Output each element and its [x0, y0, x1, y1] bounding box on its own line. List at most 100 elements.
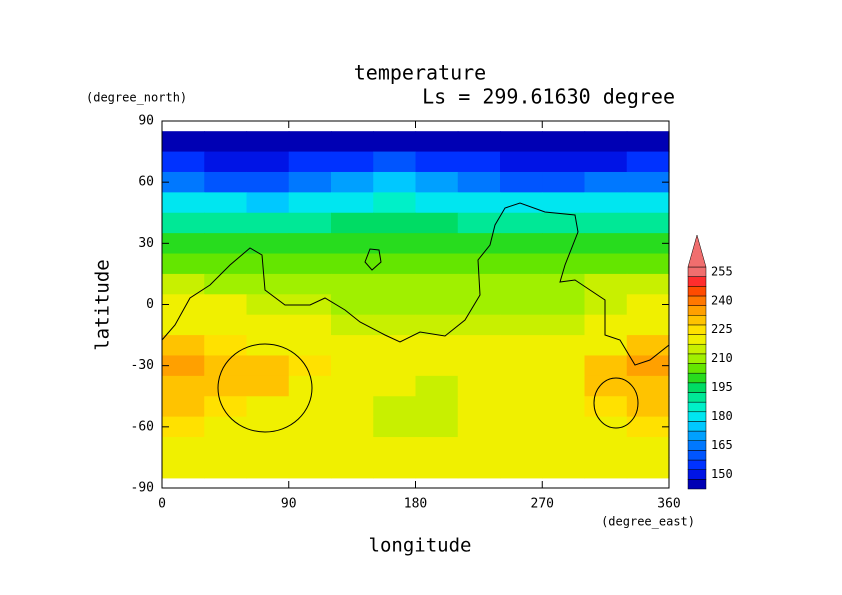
colorbar-extension	[687, 234, 707, 268]
colorbar-tick-label: 255	[711, 264, 733, 278]
cell	[626, 233, 670, 255]
cell	[246, 212, 290, 234]
y-axis-label: latitude	[92, 259, 114, 351]
cell	[500, 253, 543, 275]
y-tick-label: -90	[131, 481, 154, 496]
y-tick-label: -60	[131, 419, 154, 434]
chart-title: temperature	[354, 61, 486, 85]
colorbar-box	[687, 401, 707, 413]
y-tick-label: 0	[146, 297, 154, 312]
cell	[500, 151, 543, 173]
cell	[500, 294, 543, 316]
cell	[331, 192, 374, 214]
cell	[162, 416, 205, 438]
cell	[204, 294, 248, 316]
colorbar-box	[687, 353, 707, 364]
cell	[457, 375, 501, 397]
cell	[415, 355, 459, 377]
crater	[593, 377, 639, 429]
cell	[415, 171, 459, 193]
cell	[500, 212, 543, 234]
cell	[584, 457, 628, 479]
cell	[542, 273, 586, 295]
cell	[246, 375, 290, 397]
cell	[500, 171, 543, 193]
cell	[288, 314, 332, 336]
cell	[626, 335, 670, 357]
colorbar-box	[687, 430, 707, 441]
cell	[288, 375, 332, 397]
cell	[331, 314, 374, 336]
topography-contour	[161, 202, 670, 433]
cell	[626, 437, 670, 459]
colorbar-box	[687, 363, 707, 374]
cell	[584, 131, 628, 153]
cell	[415, 212, 459, 234]
cell	[246, 171, 290, 193]
colorbar-box	[687, 286, 707, 297]
cell	[162, 396, 205, 418]
cell	[331, 233, 374, 255]
cell	[331, 294, 374, 316]
colorbar-box	[687, 343, 707, 355]
cell	[584, 253, 628, 275]
cell	[584, 233, 628, 255]
cell	[457, 131, 501, 153]
cell	[162, 233, 205, 255]
cell	[584, 273, 628, 295]
cell	[457, 253, 501, 275]
cell	[626, 253, 670, 275]
cell	[373, 457, 417, 479]
cell	[373, 355, 417, 377]
cell	[204, 131, 248, 153]
cell	[584, 171, 628, 193]
cell	[584, 396, 628, 418]
cell	[500, 335, 543, 357]
cell	[162, 171, 205, 193]
cell	[246, 457, 290, 479]
cell	[204, 396, 248, 418]
cell	[500, 355, 543, 377]
cell	[204, 212, 248, 234]
colorbar-box	[687, 295, 707, 306]
cell	[500, 233, 543, 255]
cell	[457, 314, 501, 336]
cell	[162, 355, 205, 377]
cell	[626, 375, 670, 397]
cell	[500, 396, 543, 418]
cell	[288, 355, 332, 377]
x-tick-label: 90	[281, 497, 297, 512]
cell	[331, 253, 374, 275]
cell	[288, 233, 332, 255]
cell	[542, 437, 586, 459]
cell	[331, 171, 374, 193]
cell	[246, 335, 290, 357]
cell	[415, 375, 459, 397]
colorbar-tick-label: 195	[711, 380, 733, 394]
cell	[204, 273, 248, 295]
axes: 0 90 180 270 360 90 60 30 0 -30 -60 -90	[131, 114, 681, 512]
cell	[162, 437, 205, 459]
cell	[162, 212, 205, 234]
cell	[288, 253, 332, 275]
cell	[626, 457, 670, 479]
cell	[500, 314, 543, 336]
cell	[415, 437, 459, 459]
cell	[542, 375, 586, 397]
x-tick-label: 270	[531, 497, 554, 512]
cell	[500, 416, 543, 438]
cell	[373, 212, 417, 234]
colorbar-tick-label: 165	[711, 438, 733, 452]
cell	[162, 131, 205, 153]
x-tick-label: 360	[657, 497, 680, 512]
cell	[162, 457, 205, 479]
cell	[457, 335, 501, 357]
cell	[415, 294, 459, 316]
cell	[542, 355, 586, 377]
cell	[331, 355, 374, 377]
cell	[584, 355, 628, 377]
x-units: (degree_east)	[601, 515, 695, 529]
cell	[415, 253, 459, 275]
cell	[246, 396, 290, 418]
